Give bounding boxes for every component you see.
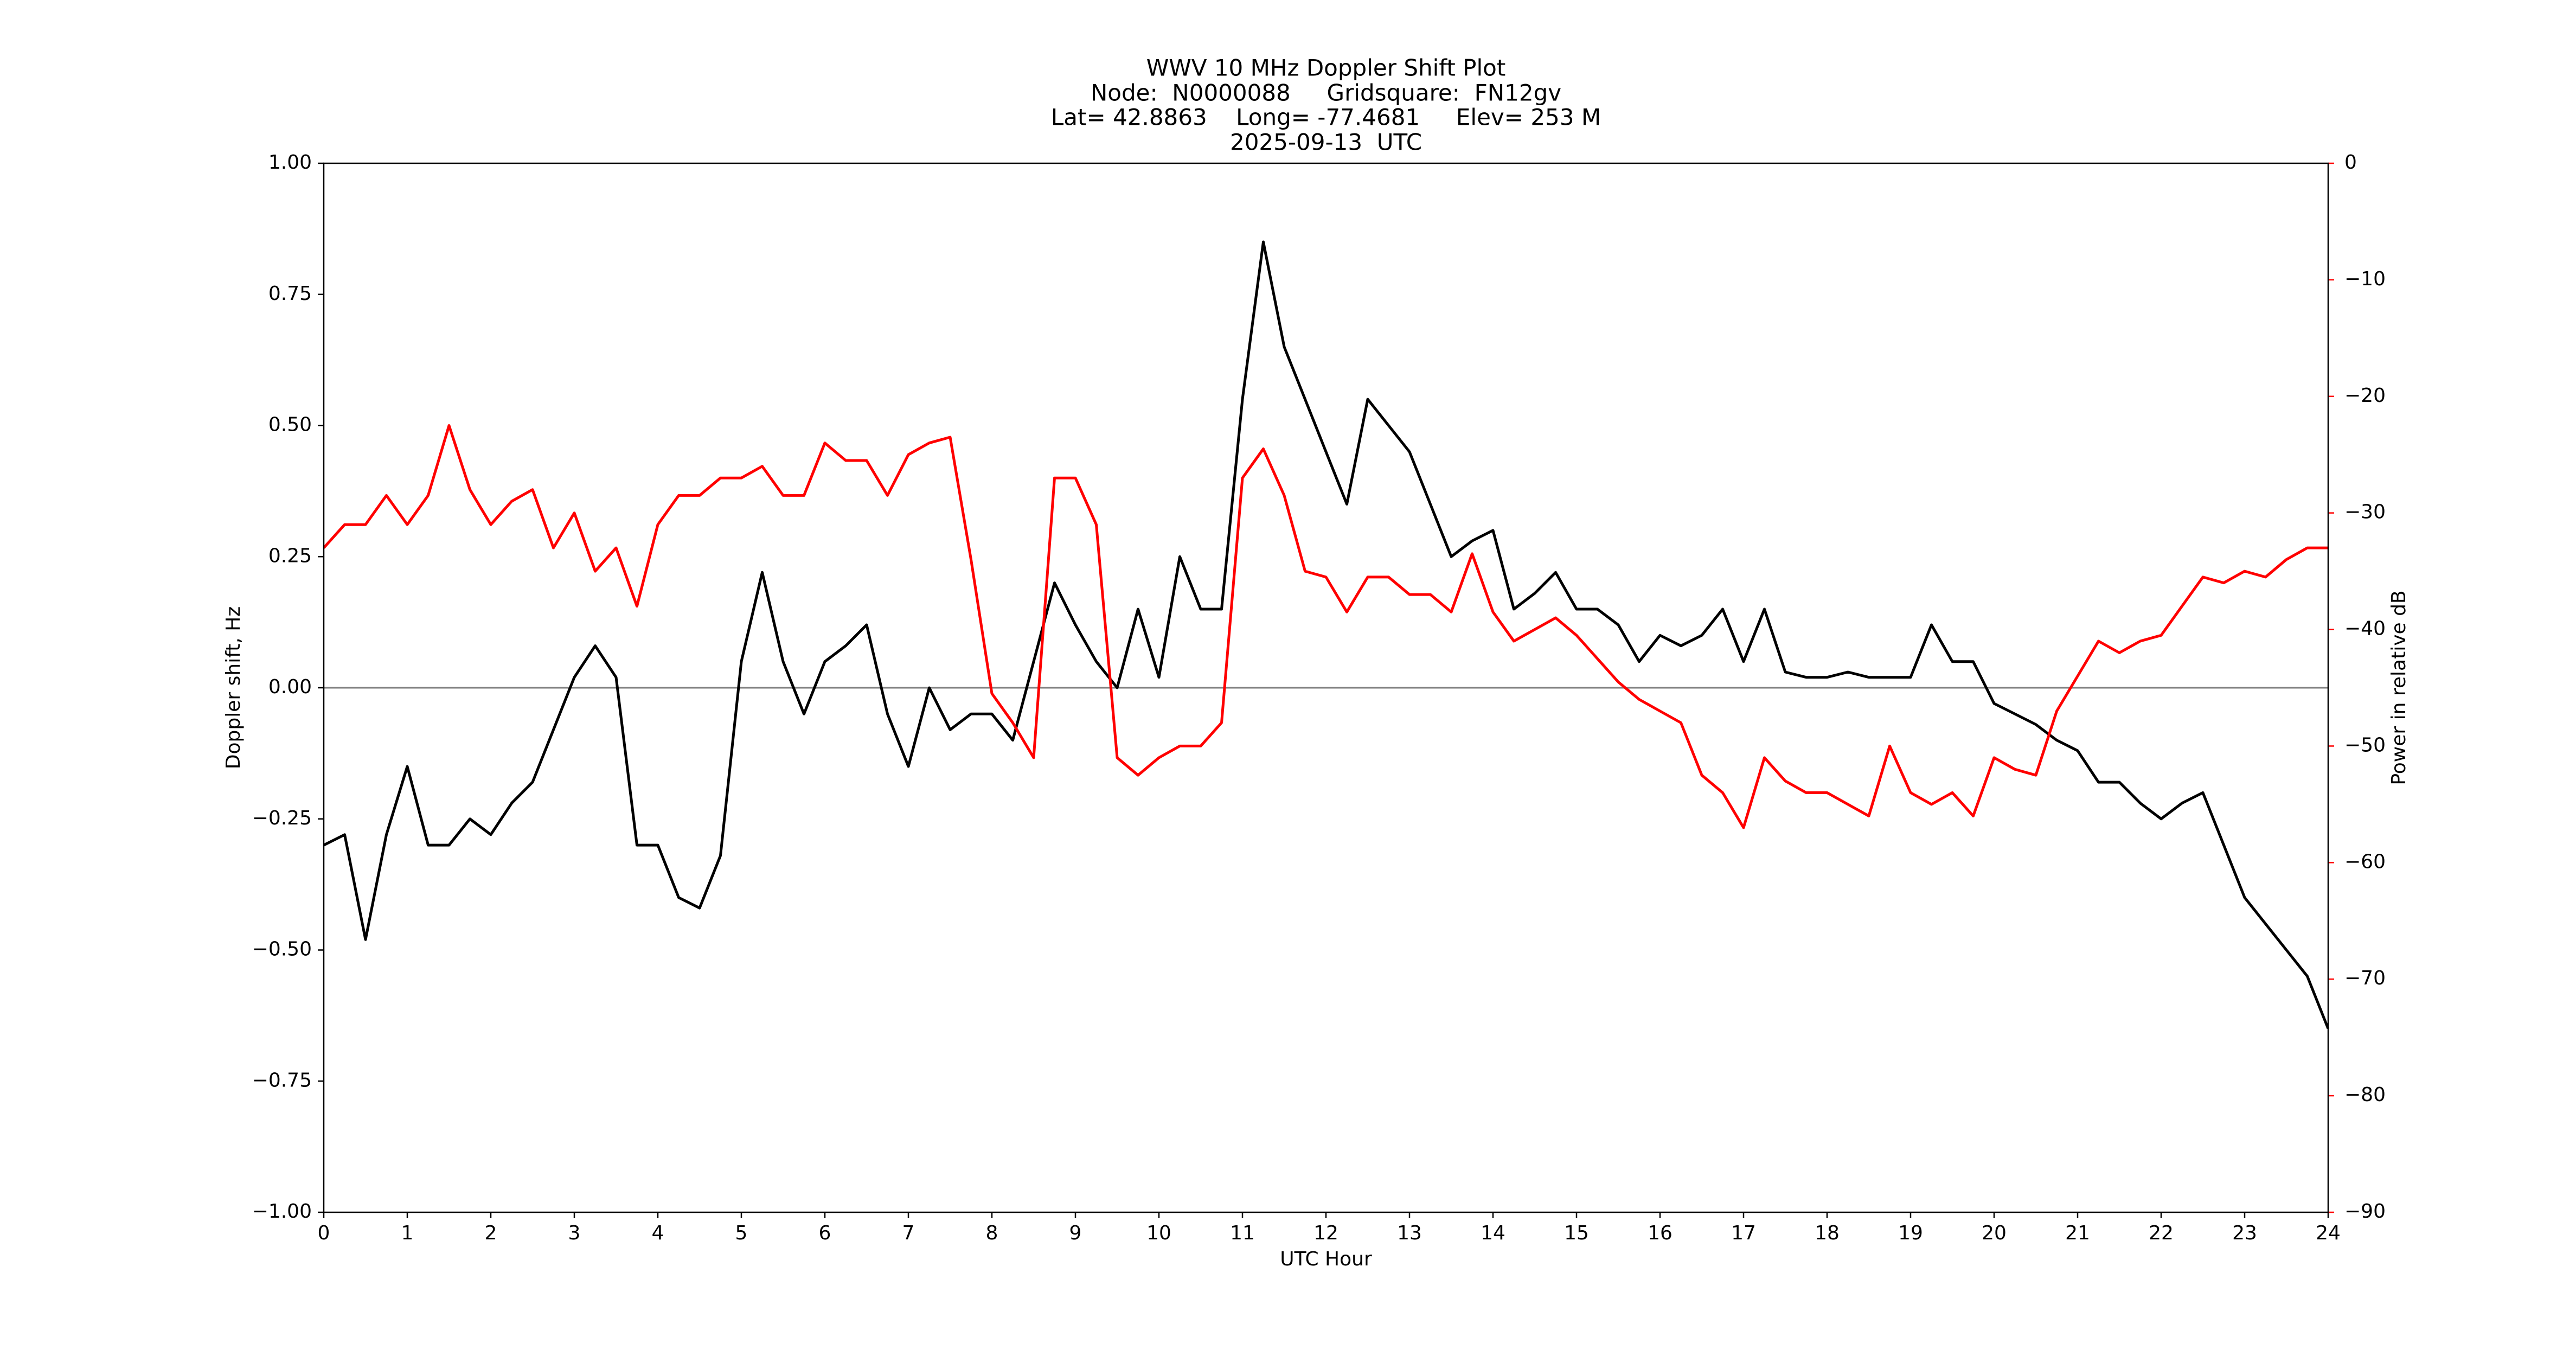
y2-axis-label: Power in relative dB xyxy=(2388,590,2410,785)
x-axis-label: UTC Hour xyxy=(1280,1248,1372,1270)
chart-subtitle: 2025-09-13 UTC xyxy=(1230,129,1422,156)
y-axis-label: Doppler shift, Hz xyxy=(222,606,245,769)
x-tick-label: 9 xyxy=(1069,1222,1082,1244)
y2-tick-label: −10 xyxy=(2344,268,2386,290)
x-tick-label: 15 xyxy=(1564,1222,1589,1244)
x-tick-label: 13 xyxy=(1397,1222,1422,1244)
x-tick-label: 23 xyxy=(2232,1222,2257,1244)
x-tick-label: 18 xyxy=(1815,1222,1840,1244)
y2-tick-label: −40 xyxy=(2344,618,2386,640)
x-tick-label: 14 xyxy=(1481,1222,1505,1244)
x-tick-label: 6 xyxy=(819,1222,831,1244)
plot-frame xyxy=(323,162,2329,1213)
y-tick-label: 0.50 xyxy=(268,414,312,436)
x-tick-label: 11 xyxy=(1230,1222,1255,1244)
x-tick-label: 22 xyxy=(2149,1222,2174,1244)
x-tick-label: 3 xyxy=(568,1222,581,1244)
y2-tick-label: −60 xyxy=(2344,850,2386,873)
x-tick-label: 24 xyxy=(2316,1222,2341,1244)
x-tick-label: 12 xyxy=(1313,1222,1338,1244)
y-tick-label: 0.25 xyxy=(268,545,312,567)
x-tick-label: 0 xyxy=(318,1222,330,1244)
x-tick-label: 2 xyxy=(485,1222,497,1244)
series-line xyxy=(323,424,2328,829)
y2-tick-label: −90 xyxy=(2344,1200,2386,1223)
x-tick-label: 19 xyxy=(1898,1222,1923,1244)
y-tick-label: −0.50 xyxy=(252,938,312,961)
x-tick-label: 16 xyxy=(1648,1222,1673,1244)
chart-title: WWV 10 MHz Doppler Shift Plot xyxy=(1146,55,1506,81)
y2-tick-label: −70 xyxy=(2344,967,2386,989)
y2-tick-label: −20 xyxy=(2344,385,2386,407)
y-tick-label: −0.25 xyxy=(252,807,312,829)
x-tick-label: 8 xyxy=(986,1222,998,1244)
y-tick-label: 1.00 xyxy=(268,151,312,174)
y-tick-label: 0.00 xyxy=(268,676,312,698)
y2-tick-label: 0 xyxy=(2344,151,2357,174)
chart-subtitle: Node: N0000088 Gridsquare: FN12gv xyxy=(1091,80,1561,106)
x-tick-label: 1 xyxy=(401,1222,414,1244)
x-tick-label: 7 xyxy=(902,1222,915,1244)
y2-tick-label: −80 xyxy=(2344,1084,2386,1106)
y2-tick-label: −50 xyxy=(2344,734,2386,756)
x-tick-label: 10 xyxy=(1146,1222,1171,1244)
series-line xyxy=(323,240,2330,1029)
y-tick-label: −0.75 xyxy=(252,1069,312,1091)
y2-tick-label: −30 xyxy=(2344,501,2386,523)
y-tick-label: 0.75 xyxy=(268,283,312,305)
x-tick-label: 5 xyxy=(735,1222,748,1244)
x-tick-label: 17 xyxy=(1731,1222,1756,1244)
x-tick-label: 4 xyxy=(652,1222,664,1244)
chart-subtitle: Lat= 42.8863 Long= -77.4681 Elev= 253 M xyxy=(1051,104,1601,131)
x-tick-label: 20 xyxy=(1982,1222,2007,1244)
y-tick-label: −1.00 xyxy=(252,1200,312,1223)
x-tick-label: 21 xyxy=(2065,1222,2090,1244)
